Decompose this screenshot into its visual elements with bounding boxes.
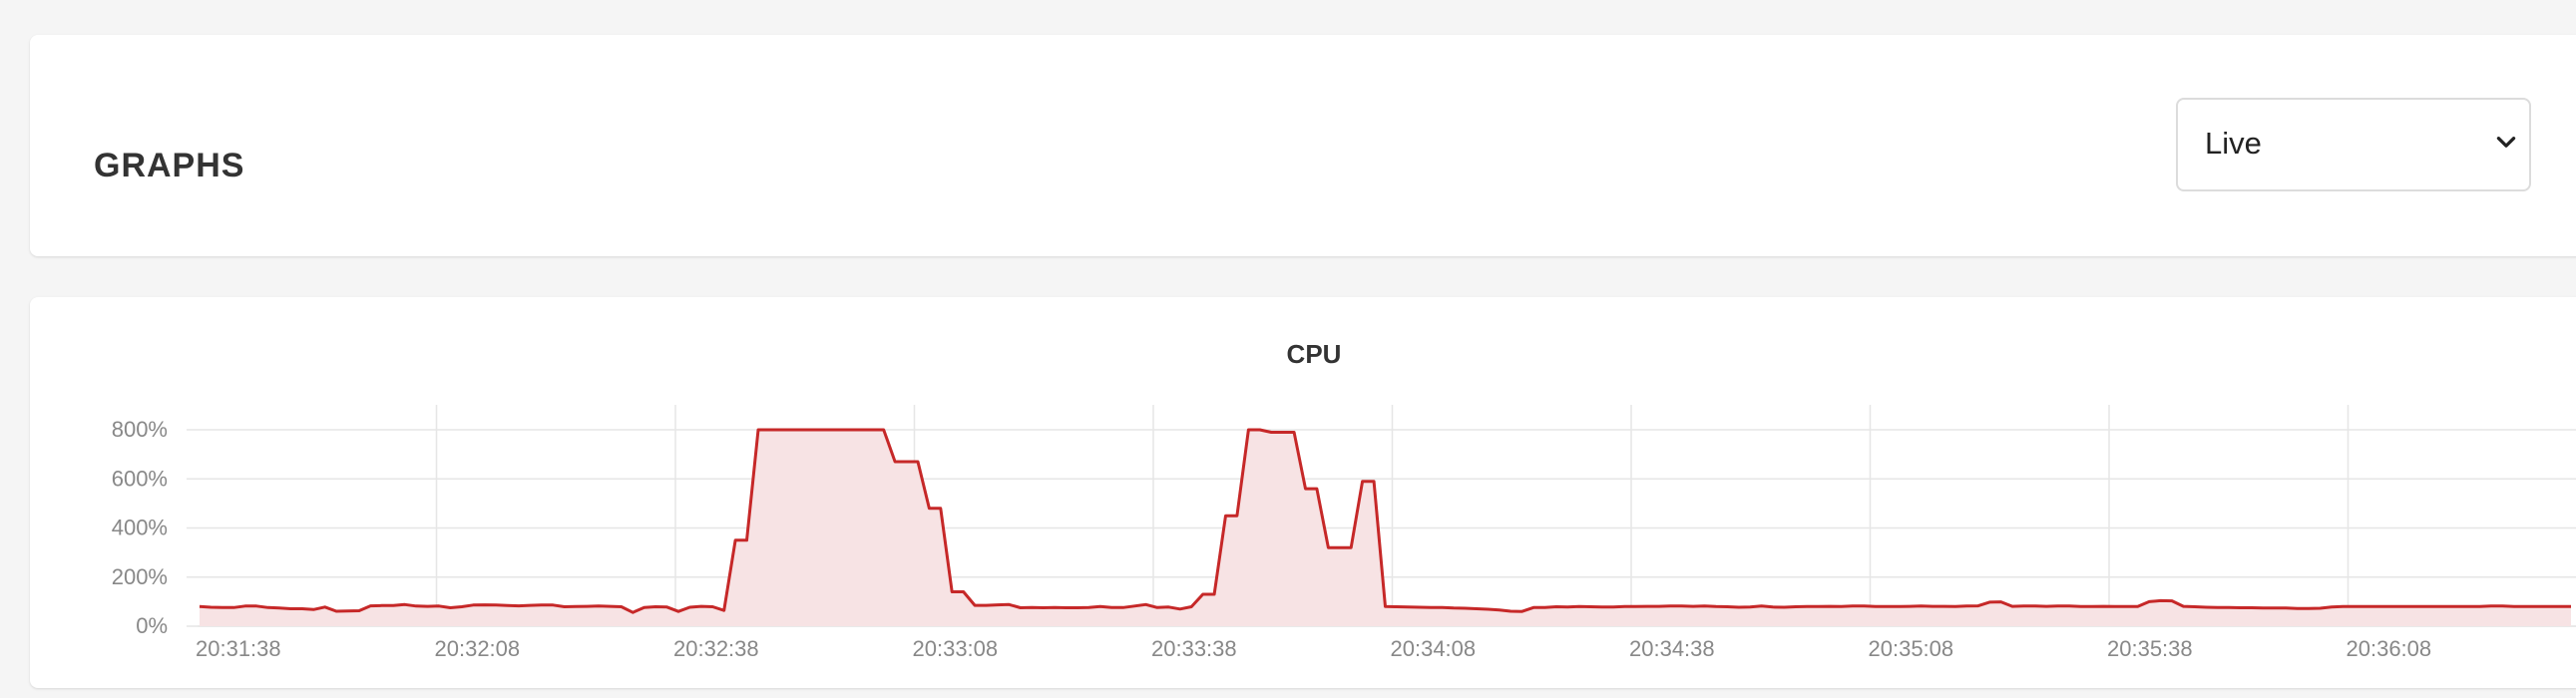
y-axis: 800% 600% 400% 200% 0% (112, 417, 168, 638)
y-tick-label: 600% (112, 466, 168, 491)
chevron-down-icon (2496, 137, 2516, 148)
cpu-chart: CPU 800%600%400%200%0% 20:31:38 20:32:08 2… (112, 339, 2576, 661)
y-tick-label: 200% (112, 564, 168, 589)
graphs-header-card: GRAPHS Live (30, 35, 2576, 256)
cpu-area-fill (200, 430, 2571, 626)
x-tick-label: 20:32:08 (435, 636, 521, 661)
x-tick-label: 20:31:38 (196, 636, 281, 661)
cpu-series-line (199, 428, 2571, 614)
x-tick-label: 20:32:38 (673, 636, 759, 661)
x-tick-label: 20:33:08 (913, 636, 999, 661)
time-range-select[interactable]: Live (2176, 98, 2531, 191)
series-layer (199, 428, 2571, 626)
x-tick-label: 20:36:08 (2347, 636, 2432, 661)
chart-title: CPU (1287, 339, 1342, 369)
y-tick-label: 400% (112, 516, 168, 540)
x-tick-label: 20:35:08 (1869, 636, 1954, 661)
time-range-select-value: Live (2205, 126, 2262, 161)
x-tick-label: 20:33:38 (1151, 636, 1237, 661)
x-axis: 20:31:38 20:32:08 20:32:38 20:33:08 20:33:38… (196, 636, 2431, 661)
y-tick-label: 0% (136, 613, 168, 638)
x-tick-label: 20:34:08 (1391, 636, 1477, 661)
x-tick-label: 20:35:38 (2107, 636, 2193, 661)
y-tick-label: 800% (112, 417, 168, 442)
cpu-chart-card: CPU 800% 600% 400% 200% 0% 20:31:38 20:32:08 2… (30, 297, 2576, 688)
x-tick-label: 20:34:38 (1629, 636, 1715, 661)
page-title: GRAPHS (94, 147, 245, 184)
